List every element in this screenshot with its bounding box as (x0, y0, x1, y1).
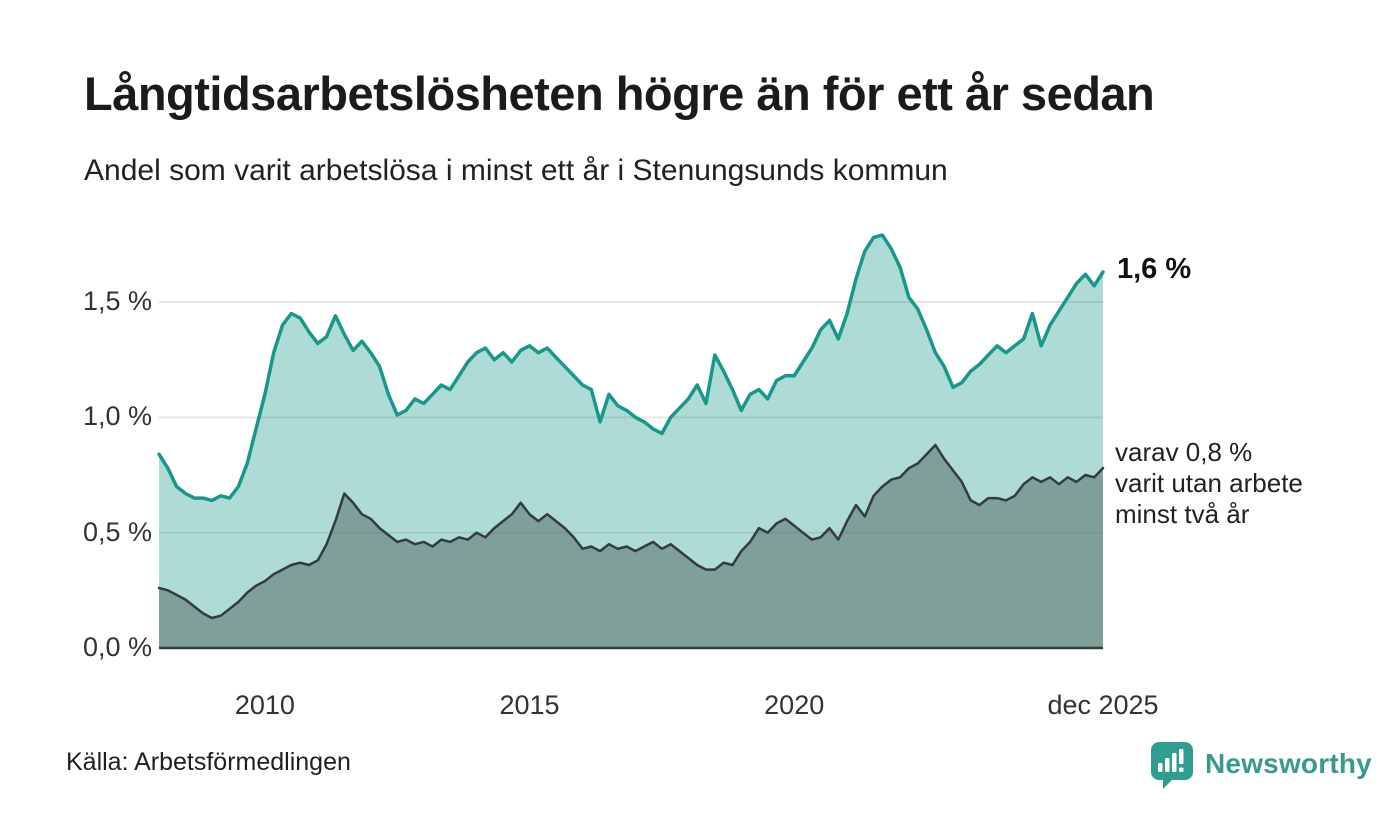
area-chart (157, 233, 1105, 650)
y-tick-label: 1,0 % (82, 401, 152, 432)
y-tick-label: 0,5 % (82, 516, 152, 547)
gridlines (159, 300, 1103, 534)
newsworthy-wordmark: Newsworthy (1205, 748, 1372, 779)
chart-subtitle: Andel som varit arbetslösa i minst ett å… (84, 154, 948, 187)
chart-title: Långtidsarbetslösheten högre än för ett … (84, 67, 1155, 120)
newsworthy-bubble-icon (1151, 742, 1193, 789)
line-minst-ett-ar (157, 233, 1105, 503)
annotation-line: varav 0,8 % (1115, 437, 1253, 467)
series2-annotation: varav 0,8 % varit utan arbete minst två … (1115, 437, 1303, 530)
latest-value-annotation: 1,6 % (1117, 253, 1192, 285)
x-tick-label: 2015 (499, 690, 560, 720)
area-fill-minst-tva-ar (159, 445, 1103, 648)
annotation-line: minst två år (1115, 499, 1250, 529)
annotation-line: varit utan arbete (1115, 468, 1303, 498)
x-tick-label: dec 2025 (1047, 690, 1159, 720)
y-tick-label: 1,5 % (82, 285, 152, 316)
x-tick-label: 2010 (234, 690, 295, 720)
newsworthy-logo: Newsworthy (1146, 738, 1372, 790)
x-tick-label: 2020 (764, 690, 825, 720)
y-tick-label: 0,0 % (82, 631, 152, 662)
bar-chart-glyph (1158, 749, 1184, 772)
line-minst-tva-ar (157, 443, 1105, 620)
chart-plot-area (157, 220, 1105, 652)
source-credit: Källa: Arbetsförmedlingen (66, 748, 351, 776)
area-fill-minst-ett-ar (159, 235, 1103, 648)
